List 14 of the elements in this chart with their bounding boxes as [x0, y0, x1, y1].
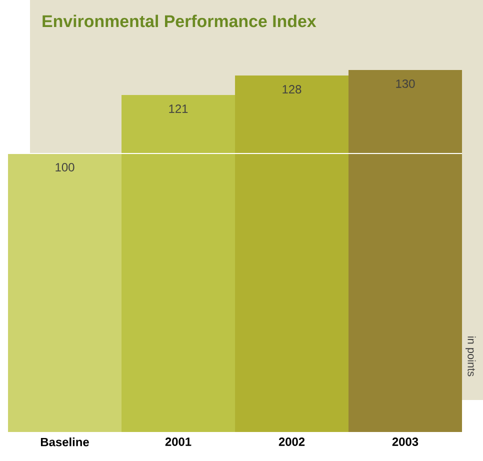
chart-title: Environmental Performance Index [42, 14, 316, 28]
bar [8, 153, 122, 432]
bar [348, 70, 462, 432]
bar [235, 76, 349, 432]
data-label: 128 [282, 85, 302, 94]
data-label: 121 [169, 104, 188, 113]
data-label: 100 [56, 163, 74, 172]
bar [122, 95, 236, 432]
data-label: 130 [396, 79, 415, 88]
x-tick-label: 2001 [165, 438, 192, 446]
x-tick-label: 2002 [278, 438, 305, 446]
y-axis-title: in points [466, 336, 476, 376]
x-tick-label: Baseline [40, 438, 89, 446]
x-tick-label: 2003 [392, 438, 418, 446]
